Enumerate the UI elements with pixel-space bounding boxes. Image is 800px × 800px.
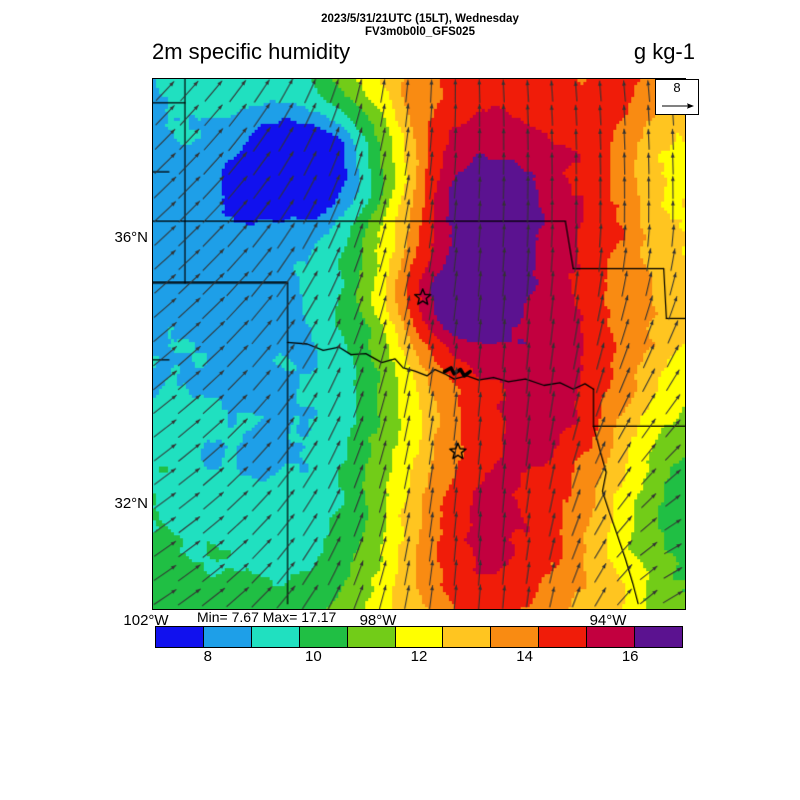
colorbar-tick-14: 14 <box>516 648 533 665</box>
colorbar-tick-12: 12 <box>410 648 428 665</box>
lat-tick-label-32n: 32°N <box>114 495 148 512</box>
colorbar-segment-turquoise <box>251 627 300 647</box>
colorbar-segment-crimson <box>587 627 636 647</box>
colorbar-segments <box>155 626 683 648</box>
vector-reference-value: 8 <box>673 80 681 95</box>
colorbar-segment-blue <box>156 627 204 647</box>
variable-title: 2m specific humidity <box>152 39 351 64</box>
colorbar-segment-green <box>299 627 348 647</box>
colorbar <box>155 626 683 648</box>
colorbar-segment-yellow-green <box>347 627 396 647</box>
right-arrow-icon <box>662 103 694 109</box>
min-max-annotation: Min= 7.67 Max= 17.17 <box>197 609 337 625</box>
colorbar-tick-labels: 8 10 12 14 16 <box>155 648 683 668</box>
colorbar-segment-red <box>539 627 588 647</box>
vector-reference-legend: 8 <box>655 79 699 115</box>
lon-tick-label-102w: 102°W <box>123 612 169 629</box>
title-model: FV3m0b0l0_GFS025 <box>365 26 475 38</box>
title-datetime: 2023/5/31/21UTC (15LT), Wednesday <box>321 13 519 25</box>
lon-tick-label-98w: 98°W <box>359 612 397 629</box>
lat-tick-label-36n: 36°N <box>114 229 148 246</box>
colorbar-segment-amber <box>443 627 492 647</box>
lon-tick-label-94w: 94°W <box>589 612 627 629</box>
colorbar-tick-16: 16 <box>621 648 639 665</box>
colorbar-segment-yellow <box>395 627 444 647</box>
colorbar-segment-purple <box>635 627 682 647</box>
colorbar-segment-light-blue <box>203 627 252 647</box>
colorbar-tick-10: 10 <box>305 648 322 665</box>
humidity-field-canvas <box>153 79 685 609</box>
colorbar-tick-8: 8 <box>203 648 212 665</box>
map-plot-area <box>152 78 686 610</box>
colorbar-segment-orange <box>491 627 540 647</box>
units-label: g kg-1 <box>633 39 695 64</box>
